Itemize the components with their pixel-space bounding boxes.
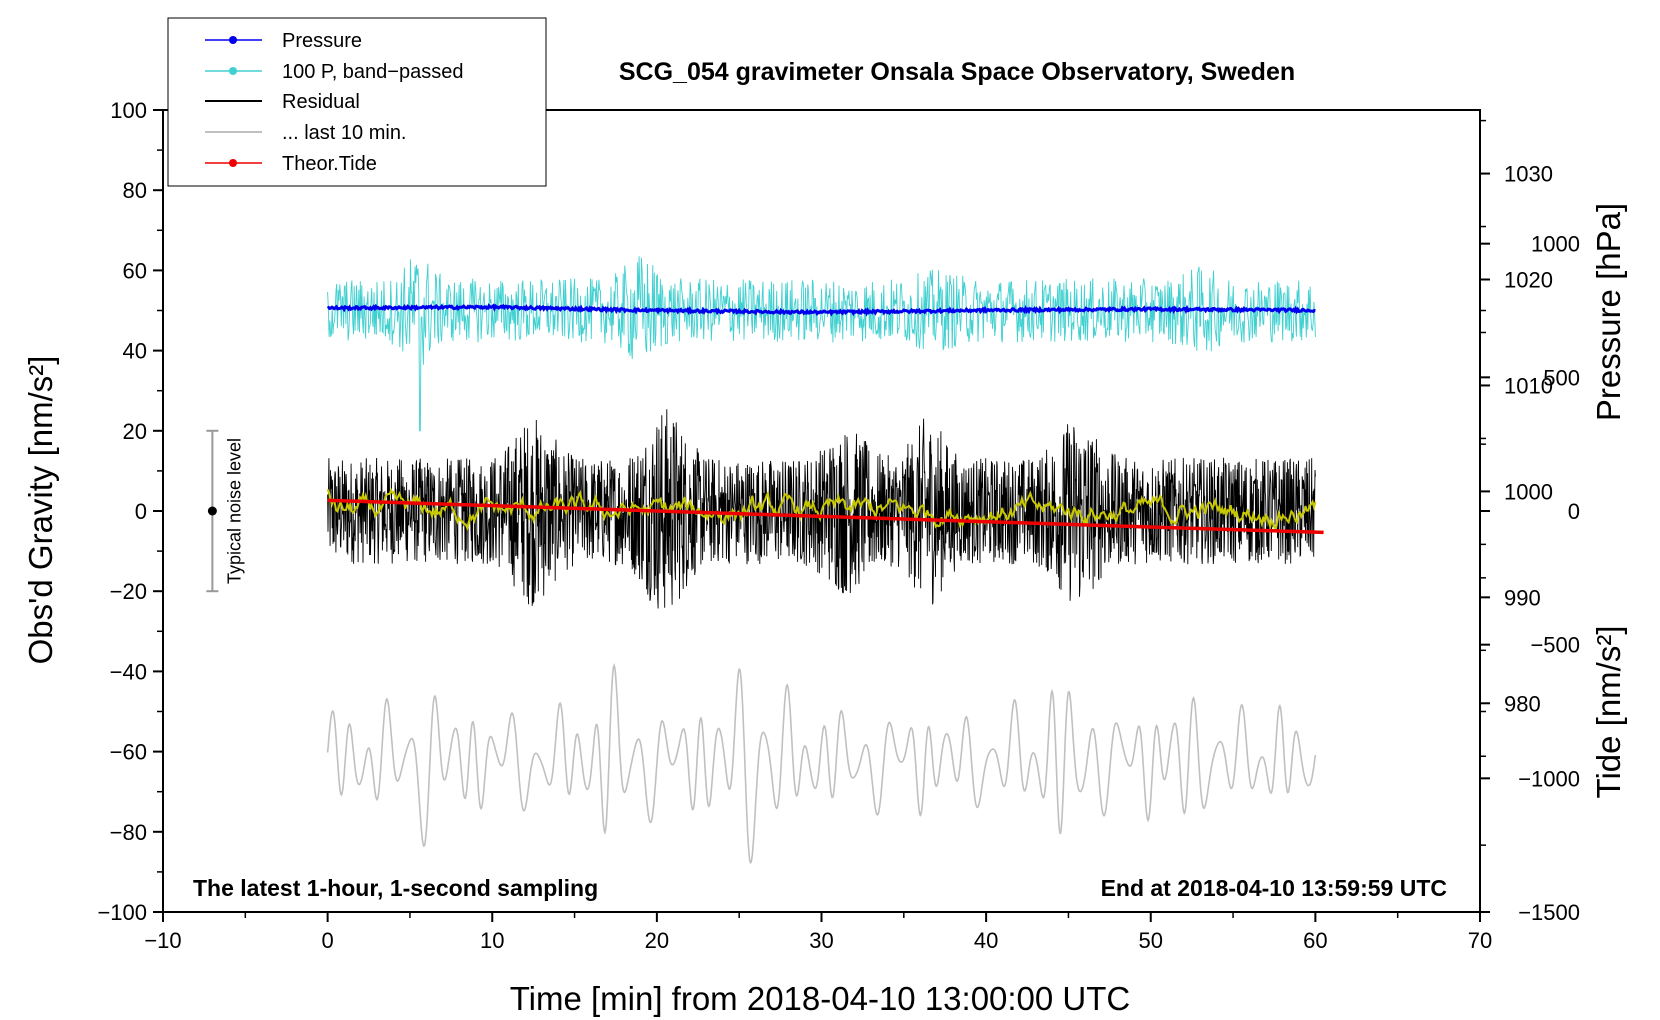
legend-marker-pressure [229, 36, 237, 44]
y-tick-label-7: 40 [123, 339, 147, 364]
y-axis-label: Obs'd Gravity [nm/s²] [22, 356, 59, 665]
x-tick-label-7: 60 [1303, 928, 1327, 953]
legend-label-tide: Theor.Tide [282, 153, 377, 175]
pressure-tick-label-5: 1030 [1504, 162, 1553, 187]
y-tick-label-1: −80 [110, 820, 147, 845]
series-pressure [326, 303, 1316, 317]
x-tick-label-4: 30 [809, 928, 833, 953]
pressure-tick-label-0: 980 [1504, 691, 1541, 716]
series-theor-tide [327, 498, 1324, 535]
noise-bar-label: Typical noise level [224, 438, 244, 584]
chart-title: SCG_054 gravimeter Onsala Space Observat… [619, 58, 1295, 86]
tide-tick-label-2: −500 [1530, 633, 1580, 658]
y-tick-label-0: −100 [97, 900, 147, 925]
y-tick-label-2: −60 [110, 740, 147, 765]
tide-tick-label-5: 1000 [1531, 232, 1580, 257]
tide-tick-label-1: −1000 [1518, 766, 1580, 791]
tide-tick-label-3: 0 [1568, 499, 1580, 524]
y-tick-label-6: 20 [123, 419, 147, 444]
y-tick-label-5: 0 [135, 499, 147, 524]
x-axis-label: Time [min] from 2018-04-10 13:00:00 UTC [510, 980, 1131, 1017]
series-bandpassed-pressure [327, 256, 1316, 432]
x-tick-label-1: 0 [322, 928, 334, 953]
x-tick-label-6: 50 [1139, 928, 1163, 953]
y-tick-label-10: 100 [110, 98, 147, 123]
pressure-tick-label-1: 990 [1504, 585, 1541, 610]
legend: Pressure 100 P, band−passed Residual ...… [167, 17, 547, 187]
y-tick-label-8: 60 [123, 258, 147, 283]
noise-bar-dot [207, 506, 217, 516]
pressure-tick-label-3: 1010 [1504, 373, 1553, 398]
pressure-tick-label-4: 1020 [1504, 268, 1553, 293]
legend-label-last10: ... last 10 min. [282, 122, 407, 144]
y-tick-label-3: −40 [110, 659, 147, 684]
legend-marker-bandpassed [229, 67, 237, 75]
y-tick-label-4: −20 [110, 579, 147, 604]
x-tick-label-0: −10 [144, 928, 181, 953]
series-smoothed-residual [326, 487, 1317, 532]
legend-label-bandpassed: 100 P, band−passed [282, 61, 463, 83]
annotation-right: End at 2018-04-10 13:59:59 UTC [1101, 875, 1447, 901]
ticks-layer: −10 0 10 20 30 40 50 60 70−100−80−60−40−20020406… [97, 98, 1580, 953]
x-tick-label-8: 70 [1468, 928, 1492, 953]
noise-bar: Typical noise level [206, 429, 244, 593]
y-tick-label-9: 80 [123, 178, 147, 203]
legend-marker-tide [229, 159, 237, 167]
x-tick-label-2: 10 [480, 928, 504, 953]
series-residual [327, 409, 1316, 609]
pressure-tick-label-2: 1000 [1504, 479, 1553, 504]
annotation-left: The latest 1-hour, 1-second sampling [193, 875, 598, 901]
tide-tick-label-0: −1500 [1518, 900, 1580, 925]
y2-tide-label: Tide [nm/s²] [1590, 626, 1627, 799]
series-last-10-min [326, 663, 1317, 864]
series-layer [326, 256, 1324, 864]
x-tick-label-5: 40 [974, 928, 998, 953]
y2-pressure-label: Pressure [hPa] [1590, 203, 1627, 421]
legend-label-pressure: Pressure [282, 30, 362, 52]
tide-tick-label-4: 500 [1543, 365, 1580, 390]
x-tick-label-3: 20 [645, 928, 669, 953]
legend-label-residual: Residual [282, 91, 360, 113]
